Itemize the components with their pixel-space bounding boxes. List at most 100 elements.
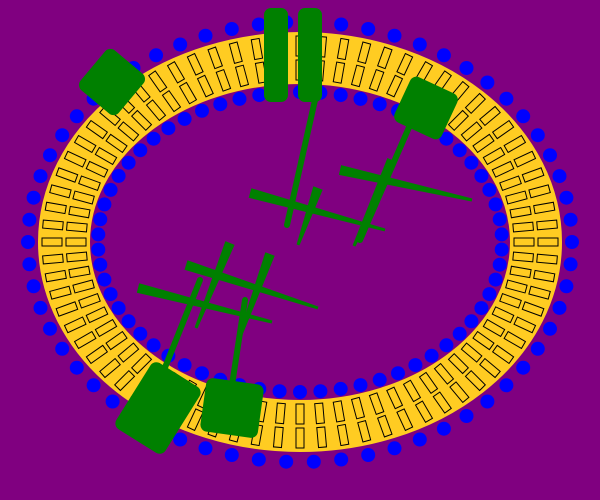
- lipid-tail-pair: [460, 105, 501, 142]
- lipid-tail: [85, 160, 109, 178]
- lipid-tail-pair: [482, 134, 527, 166]
- lipid-tail: [503, 134, 527, 154]
- lipid-tail: [99, 357, 121, 379]
- lipid-tail: [449, 381, 470, 404]
- lipid-head: [33, 300, 48, 315]
- lipid-tail: [186, 408, 204, 432]
- lipid-head: [452, 143, 467, 158]
- lipid-tail: [491, 306, 515, 324]
- lipid-tail: [66, 221, 88, 233]
- lipid-tail-pair: [55, 292, 101, 317]
- membrane-proteins: [78, 8, 458, 454]
- lipid-head: [22, 212, 37, 227]
- lipid-head: [459, 409, 474, 423]
- lipid-tail-pair: [509, 265, 556, 283]
- lipid-head: [412, 37, 427, 52]
- lipid-tail: [73, 134, 97, 154]
- lipid-tail-pair: [386, 52, 414, 98]
- lipid-head: [480, 394, 495, 409]
- lipid-head: [21, 235, 35, 249]
- lipid-tail: [414, 400, 434, 424]
- lipid-head: [464, 314, 479, 329]
- lipid-head: [198, 441, 213, 456]
- lipid-head: [149, 48, 164, 63]
- lipid-tail-pair: [482, 318, 527, 350]
- lipid-tail-pair: [433, 362, 470, 404]
- lipid-tail: [78, 292, 101, 309]
- lipid-tail: [472, 133, 495, 154]
- lipid-tail-pair: [272, 402, 286, 449]
- lipid-head: [177, 358, 192, 373]
- anchor-protein-bottom-left: [115, 362, 201, 454]
- lipid-tail: [432, 391, 452, 414]
- lipid-tail: [505, 190, 528, 205]
- lipid-tail: [316, 426, 328, 449]
- lipid-tail: [512, 251, 534, 263]
- lipid-tail: [376, 46, 393, 70]
- lipid-head: [69, 360, 84, 375]
- lipid-tail: [336, 37, 350, 61]
- lipid-tail: [464, 369, 486, 392]
- lipid-tail-pair: [513, 237, 559, 247]
- lipid-head: [26, 190, 41, 205]
- lipid-tail: [44, 269, 67, 283]
- lipid-tail-pair: [472, 119, 515, 154]
- lipid-head: [334, 17, 349, 32]
- lipid-head: [173, 432, 188, 447]
- lipid-tail-pair: [332, 37, 350, 84]
- lipid-tail: [73, 330, 97, 350]
- lipid-head: [488, 272, 503, 287]
- lipid-tail: [44, 201, 67, 215]
- filament-bar: [338, 165, 473, 202]
- lipid-tail-pair: [505, 184, 551, 205]
- lipid-head: [251, 452, 266, 467]
- lipid-tail-pair: [55, 167, 101, 192]
- lipid-tail-pair: [73, 318, 118, 350]
- lipid-tail: [41, 237, 63, 247]
- lipid-head: [105, 394, 120, 409]
- lipid-head: [133, 143, 148, 158]
- lipid-tail: [350, 64, 366, 88]
- receptor-protein-top-right: [394, 76, 458, 140]
- lipid-tail-pair: [63, 306, 109, 334]
- lipid-tail: [482, 146, 506, 166]
- lipid-head: [474, 301, 489, 316]
- lipid-tail: [386, 386, 404, 410]
- lipid-tail: [533, 269, 556, 283]
- lipid-tail: [509, 205, 532, 219]
- lipid-tail-pair: [42, 251, 88, 265]
- lipid-head: [97, 272, 112, 287]
- filament-bar: [352, 158, 397, 247]
- lipid-tail: [68, 205, 91, 219]
- lipid-tail-pair: [512, 251, 558, 265]
- lipid-tail: [78, 175, 101, 192]
- lipid-tail-pair: [491, 150, 537, 178]
- lipid-head: [563, 212, 578, 227]
- lipid-tail: [55, 301, 79, 317]
- lipid-head: [43, 321, 57, 336]
- lipid-tail: [94, 318, 118, 338]
- lipid-tail-pair: [447, 92, 486, 131]
- receptor-protein-top-left: [78, 48, 146, 116]
- lipid-tail: [272, 426, 284, 449]
- lipid-head: [251, 17, 266, 32]
- lipid-tail: [536, 219, 558, 231]
- lipid-tail: [85, 344, 109, 365]
- lipid-head: [424, 348, 439, 363]
- lipid-head: [488, 197, 503, 212]
- lipid-tail: [521, 167, 545, 183]
- lipid-head: [69, 109, 84, 124]
- lipid-head: [492, 257, 507, 272]
- lipid-head: [91, 227, 106, 242]
- lipid-head: [213, 97, 228, 112]
- lipid-tail-pair: [402, 379, 434, 424]
- lipid-tail-pair: [509, 201, 556, 219]
- lipid-tail: [368, 68, 385, 92]
- lipid-tail-pair: [447, 353, 486, 392]
- lipid-head: [252, 88, 267, 103]
- lipid-tail: [482, 318, 506, 338]
- lipid-head: [93, 257, 108, 272]
- lipid-head: [565, 235, 579, 249]
- lipid-tail: [186, 52, 204, 76]
